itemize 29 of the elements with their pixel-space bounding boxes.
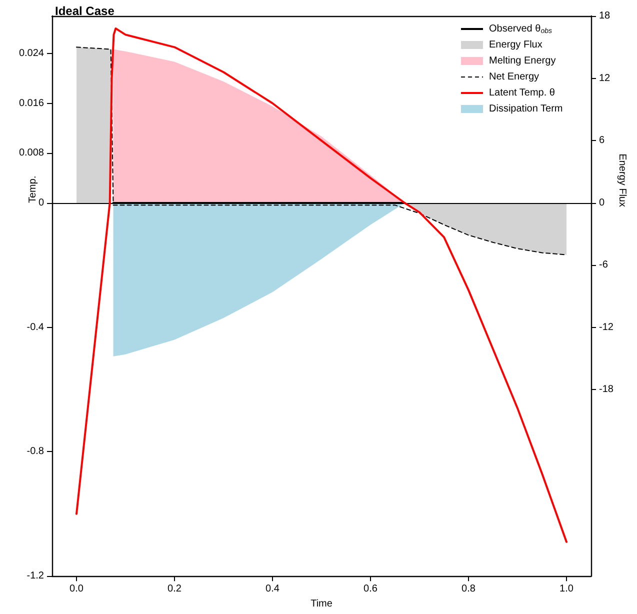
- x-tick-label: 0.0: [70, 584, 84, 595]
- y2-tick-label: -6: [599, 260, 608, 271]
- y2-tick-label: 12: [599, 72, 611, 84]
- y-tick-label: -1.2: [26, 570, 44, 582]
- legend-label: Energy Flux: [489, 40, 542, 50]
- y2-tick-label: -18: [599, 384, 614, 396]
- y-tick-label: -0.8: [26, 446, 44, 458]
- y-tick-label: 0.024: [18, 48, 44, 59]
- legend-label: Dissipation Term: [489, 104, 563, 114]
- y2-tick-label: 0: [599, 198, 605, 208]
- x-axis-title: Time: [310, 598, 333, 610]
- y-tick-label: 0: [38, 198, 44, 208]
- y-tick-label: 0.008: [18, 148, 44, 159]
- x-tick-label: 0.8: [462, 584, 476, 595]
- x-tick-label: 0.2: [168, 584, 182, 595]
- y2-axis-title: Energy Flux: [616, 154, 628, 207]
- y-tick-label: -0.4: [26, 322, 44, 333]
- y2-tick-label: 6: [599, 135, 605, 146]
- y2-tick-label: -12: [599, 322, 614, 333]
- x-tick-label: 0.4: [266, 584, 280, 595]
- legend-label: Latent Temp. θ: [489, 88, 556, 98]
- legend-label: Net Energy: [489, 72, 540, 82]
- legend-label: Melting Energy: [489, 56, 556, 66]
- chart-title: Ideal Case: [55, 4, 115, 18]
- y2-tick-label: 18: [599, 10, 611, 22]
- y-axis-title: Temp.: [28, 176, 38, 203]
- y-tick-label: 0.016: [18, 98, 44, 109]
- x-tick-label: 1.0: [560, 584, 574, 595]
- x-tick-label: 0.6: [364, 584, 378, 595]
